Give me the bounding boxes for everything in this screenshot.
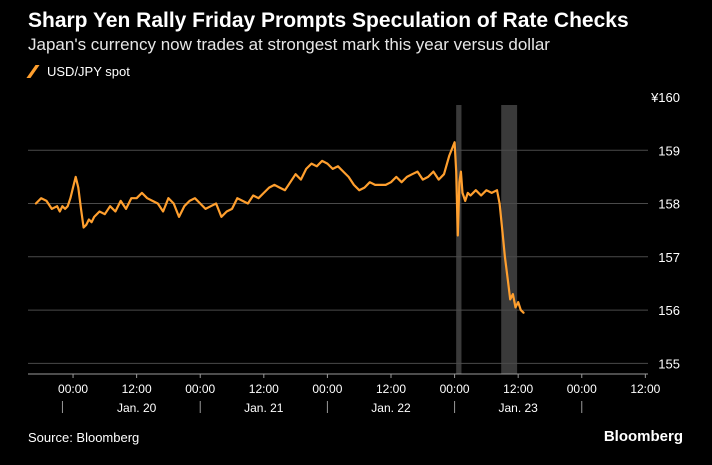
x-tick-label: 00:00 <box>185 382 215 396</box>
shaded-range-1 <box>501 105 518 374</box>
y-tick-label: ¥160 <box>650 90 680 105</box>
x-tick-label: 12:00 <box>630 382 660 396</box>
y-tick-label: 156 <box>658 303 680 318</box>
source-note: Source: Bloomberg <box>28 430 140 445</box>
y-tick-label: 155 <box>658 356 680 371</box>
x-tick-label: 12:00 <box>249 382 279 396</box>
x-tick-label: 00:00 <box>58 382 88 396</box>
day-label: Jan. 20 <box>117 401 157 415</box>
x-tick-label: 12:00 <box>503 382 533 396</box>
shaded-range-0 <box>456 105 462 374</box>
y-axis-tick-labels: ¥160 159 158 157 156 155 <box>650 90 680 371</box>
y-tick-label: 157 <box>658 250 680 265</box>
x-tick-label: 00:00 <box>440 382 470 396</box>
x-tick-label: 00:00 <box>312 382 342 396</box>
brand-logo: Bloomberg <box>603 428 683 445</box>
x-tick-label: 12:00 <box>376 382 406 396</box>
y-tick-label: 159 <box>658 143 680 158</box>
x-axis: 00:00 12:00 00:00 12:00 00:00 12:00 00:00 12:00… <box>28 373 661 415</box>
day-label: Jan. 23 <box>498 401 538 415</box>
legend-label: USD/JPY spot <box>47 64 130 79</box>
chart-title: Sharp Yen Rally Friday Prompts Speculati… <box>28 9 629 32</box>
legend: USD/JPY spot <box>26 64 130 79</box>
day-label: Jan. 21 <box>244 401 284 415</box>
series-line-usd-jpy <box>34 141 525 314</box>
shaded-areas <box>456 105 518 374</box>
series-layer <box>34 141 525 314</box>
gridlines <box>28 149 648 364</box>
x-tick-label: 00:00 <box>567 382 597 396</box>
chart-subtitle: Japan's currency now trades at strongest… <box>28 35 550 54</box>
day-label: Jan. 22 <box>371 401 411 415</box>
y-tick-label: 158 <box>658 197 680 212</box>
x-tick-label: 12:00 <box>122 382 152 396</box>
